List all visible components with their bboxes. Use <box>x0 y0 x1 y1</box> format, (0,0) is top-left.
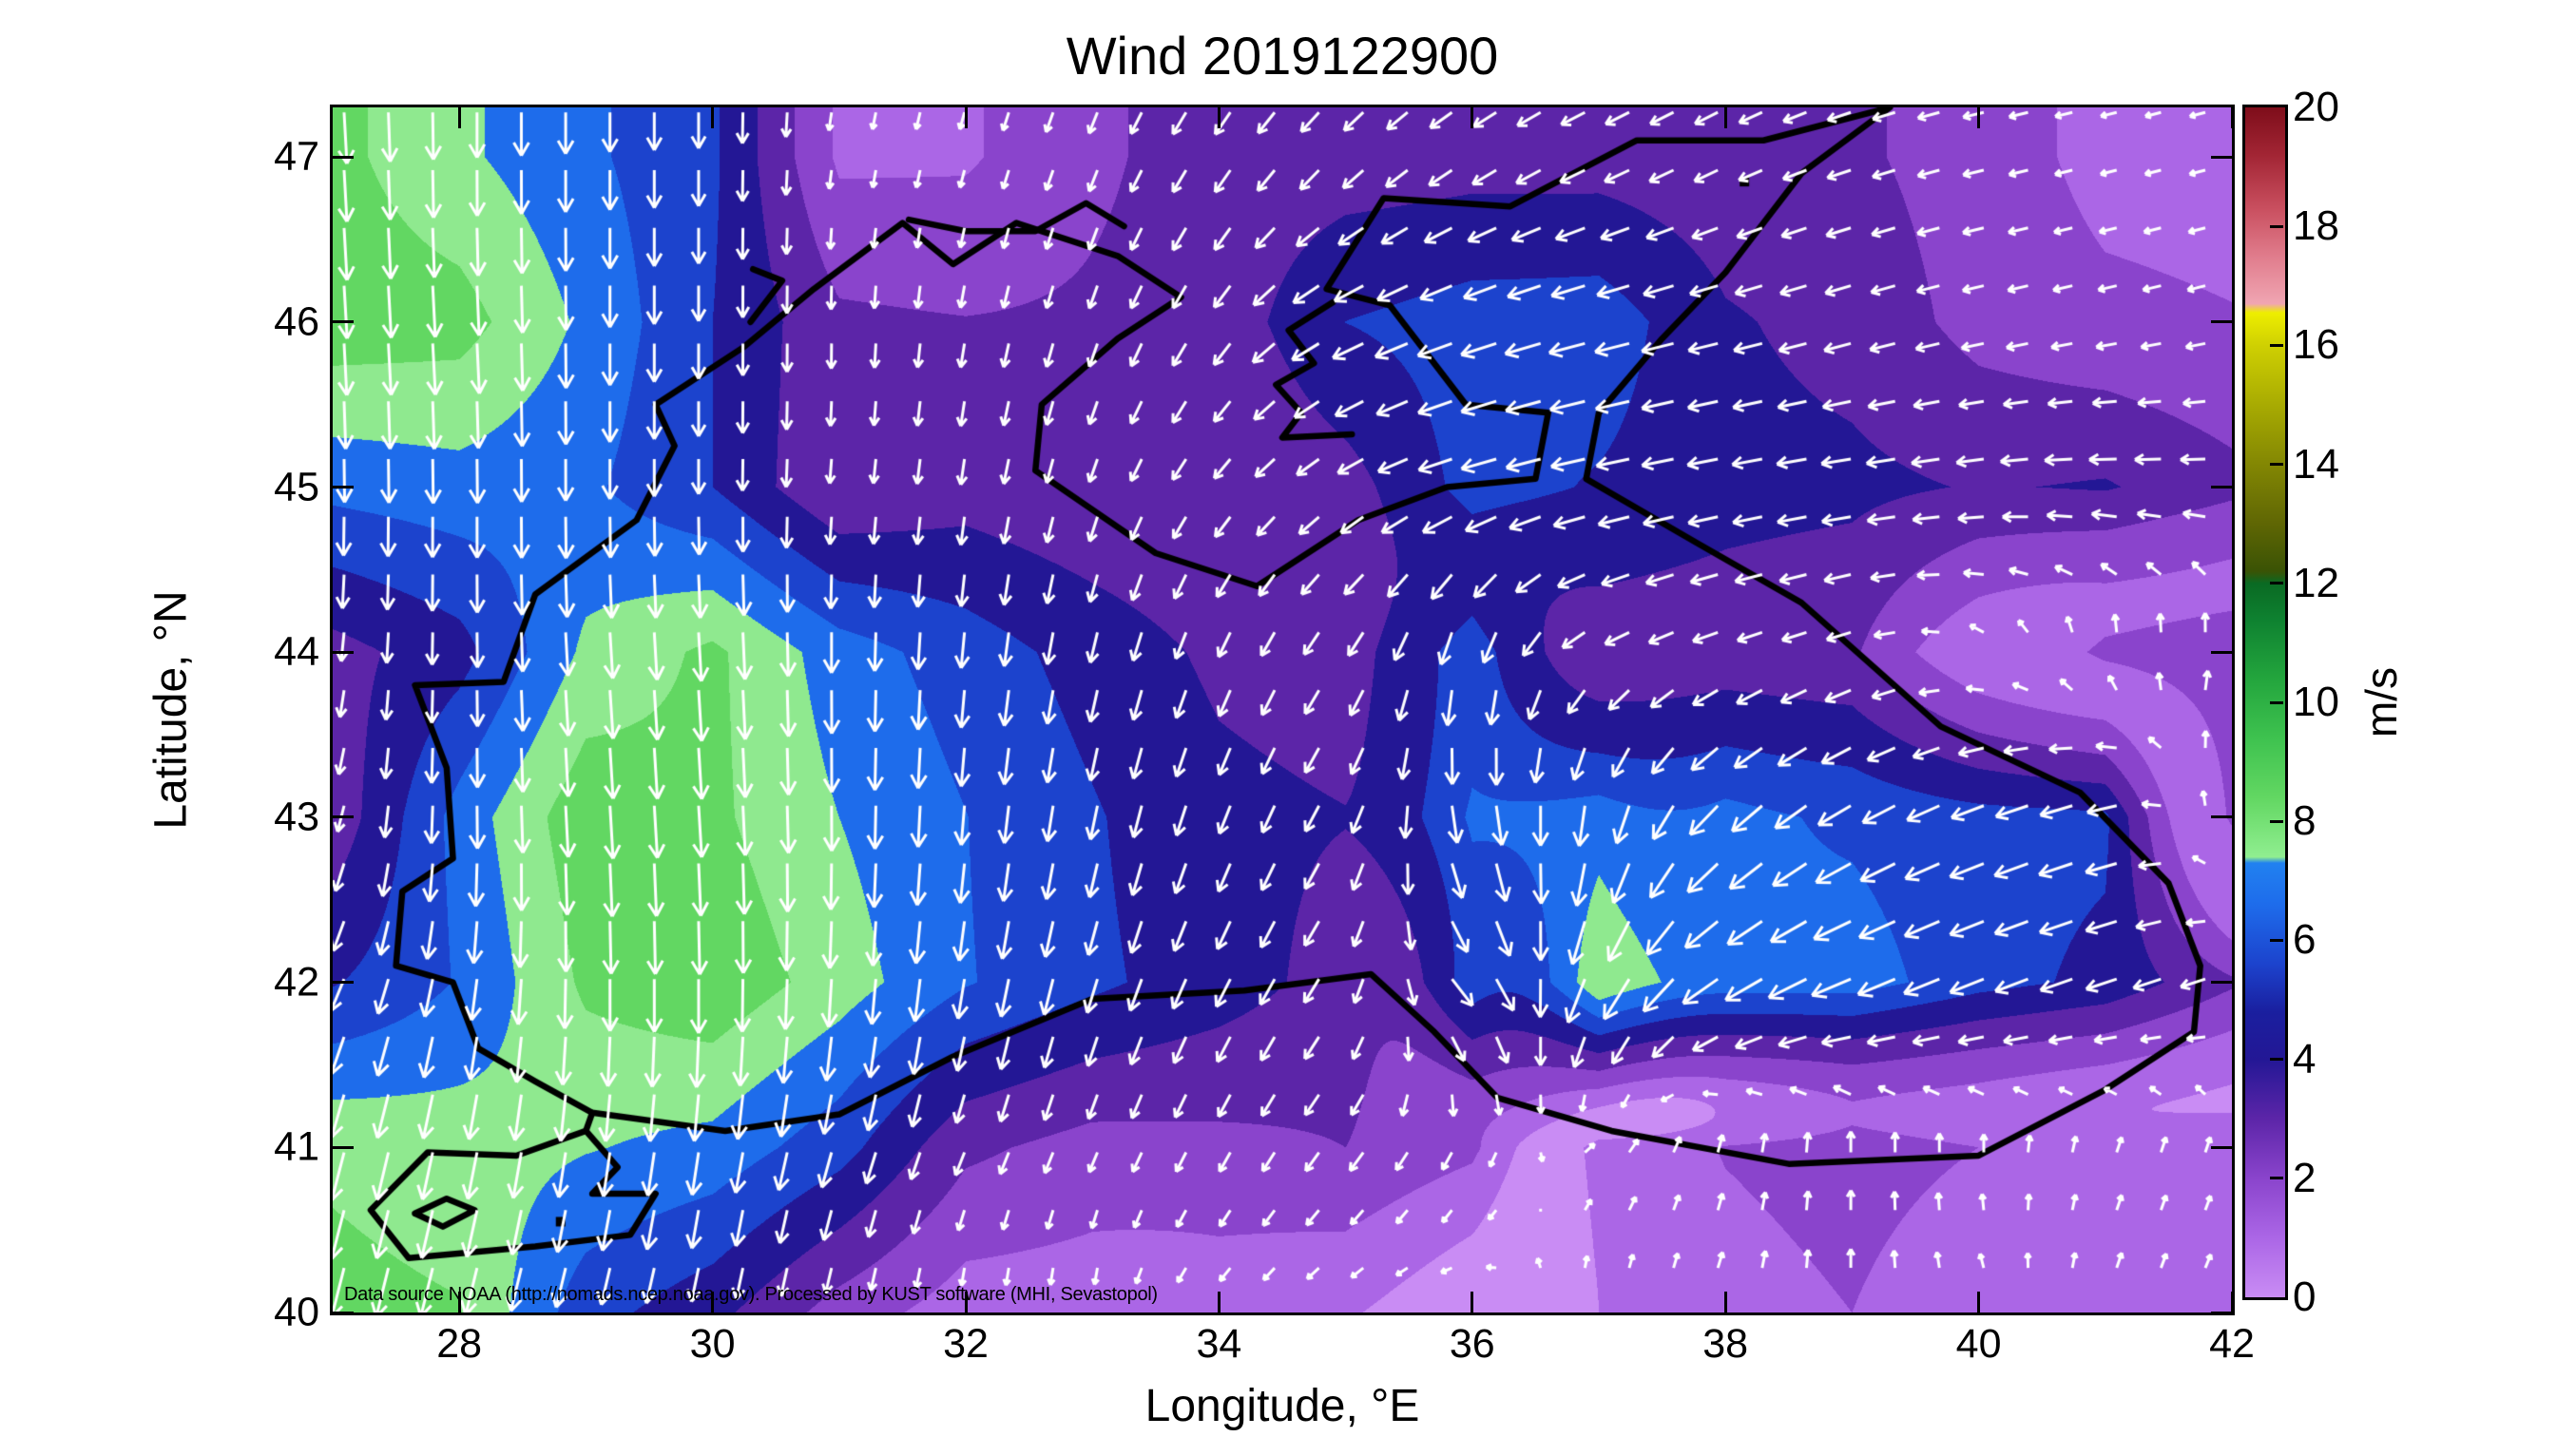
colorbar-tick-mark <box>2270 1058 2283 1062</box>
x-tick-mark <box>1723 107 1727 128</box>
y-tick-label: 47 <box>274 133 319 180</box>
y-tick-mark <box>2211 1145 2232 1149</box>
x-tick-mark <box>1471 107 1474 128</box>
x-tick-mark <box>1723 1292 1727 1312</box>
y-tick-mark <box>2211 155 2232 159</box>
colorbar-tick-mark <box>2270 700 2283 704</box>
x-tick-label: 30 <box>689 1321 736 1367</box>
y-tick-label: 46 <box>274 298 319 345</box>
x-tick-mark <box>1977 107 1981 128</box>
y-tick-mark <box>2211 1311 2232 1314</box>
colorbar-tick-mark <box>2270 582 2283 585</box>
y-tick-mark <box>2211 815 2232 819</box>
x-tick-mark <box>1217 1292 1221 1312</box>
y-tick-mark <box>2211 320 2232 324</box>
x-tick-label: 34 <box>1196 1321 1242 1367</box>
y-tick-mark <box>333 155 354 159</box>
y-tick-label: 42 <box>274 959 319 1006</box>
wind-map-canvas <box>333 107 2232 1312</box>
colorbar-tick-label: 2 <box>2293 1154 2317 1201</box>
x-tick-mark <box>2230 1292 2234 1312</box>
colorbar-tick-label: 14 <box>2293 440 2339 488</box>
y-tick-label: 44 <box>274 628 319 675</box>
y-tick-mark <box>333 981 354 985</box>
y-tick-mark <box>333 1311 354 1314</box>
y-tick-mark <box>333 320 354 324</box>
data-source-annotation: Data source NOAA (http://nomads.ncep.noa… <box>344 1284 1158 1305</box>
x-tick-mark <box>1977 1292 1981 1312</box>
y-axis-label: Latitude, °N <box>145 590 197 830</box>
colorbar-tick-label: 16 <box>2293 321 2339 369</box>
colorbar-tick-label: 6 <box>2293 916 2317 964</box>
colorbar-tick-label: 4 <box>2293 1035 2317 1082</box>
x-tick-label: 28 <box>436 1321 483 1367</box>
chart-title: Wind 2019122900 <box>1066 26 1499 86</box>
y-tick-mark <box>333 1145 354 1149</box>
y-tick-label: 40 <box>274 1289 319 1335</box>
x-axis-label: Longitude, °E <box>1144 1381 1420 1431</box>
y-tick-mark <box>333 486 354 489</box>
x-tick-label: 32 <box>943 1321 989 1367</box>
x-tick-mark <box>1471 1292 1474 1312</box>
y-tick-mark <box>2211 650 2232 654</box>
colorbar-tick-mark <box>2270 938 2283 942</box>
colorbar-tick-mark <box>2270 1177 2283 1180</box>
x-tick-label: 36 <box>1449 1321 1495 1367</box>
y-tick-label: 45 <box>274 464 319 509</box>
colorbar-tick-label: 12 <box>2293 559 2339 606</box>
x-tick-mark <box>1217 107 1221 128</box>
y-tick-label: 41 <box>274 1123 319 1170</box>
colorbar-tick-label: 10 <box>2293 679 2339 725</box>
x-tick-mark <box>457 1292 461 1312</box>
y-tick-mark <box>333 815 354 819</box>
plot-area: Data source NOAA (http://nomads.ncep.noa… <box>330 105 2235 1315</box>
x-tick-label: 38 <box>1702 1321 1749 1367</box>
colorbar-tick-mark <box>2270 343 2283 347</box>
colorbar-tick-mark <box>2270 224 2283 228</box>
y-tick-mark <box>2211 981 2232 985</box>
colorbar-tick-mark <box>2270 463 2283 467</box>
colorbar-tick-label: 20 <box>2293 84 2339 130</box>
x-tick-mark <box>2230 107 2234 128</box>
x-tick-mark <box>711 107 715 128</box>
x-tick-mark <box>711 1292 715 1312</box>
x-tick-label: 40 <box>1955 1321 2002 1367</box>
x-tick-mark <box>964 107 968 128</box>
x-tick-mark <box>457 107 461 128</box>
y-tick-mark <box>333 650 354 654</box>
colorbar-unit-label: m/s <box>2356 666 2406 738</box>
x-tick-mark <box>964 1292 968 1312</box>
y-tick-mark <box>2211 486 2232 489</box>
colorbar-tick-label: 18 <box>2293 202 2339 250</box>
colorbar-tick-label: 8 <box>2293 797 2317 845</box>
colorbar-tick-label: 0 <box>2293 1274 2317 1320</box>
x-tick-label: 42 <box>2209 1321 2255 1367</box>
y-tick-label: 43 <box>274 794 319 840</box>
colorbar-tick-mark <box>2270 819 2283 823</box>
